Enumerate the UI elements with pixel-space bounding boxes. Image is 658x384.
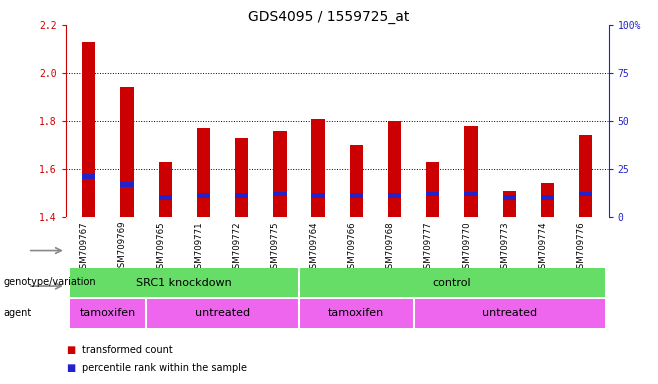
Text: untreated: untreated — [195, 308, 250, 318]
Text: GSM709765: GSM709765 — [156, 221, 165, 273]
Bar — [503, 195, 516, 200]
Text: GSM709772: GSM709772 — [233, 221, 241, 273]
Bar — [273, 192, 287, 196]
Bar — [426, 162, 440, 217]
Text: untreated: untreated — [482, 308, 537, 318]
Bar — [541, 195, 554, 200]
Text: agent: agent — [3, 308, 32, 318]
Text: GSM709766: GSM709766 — [347, 221, 357, 273]
Text: transformed count: transformed count — [82, 345, 173, 355]
Bar — [82, 174, 95, 179]
Bar — [273, 131, 287, 217]
Bar — [349, 145, 363, 217]
Bar — [465, 126, 478, 217]
Text: GSM709776: GSM709776 — [576, 221, 586, 273]
Bar — [465, 192, 478, 196]
Text: GSM709768: GSM709768 — [386, 221, 395, 273]
Bar — [235, 138, 248, 217]
Text: ■: ■ — [66, 345, 75, 355]
Text: ■: ■ — [66, 363, 75, 373]
Bar — [146, 299, 299, 328]
Text: GSM709774: GSM709774 — [538, 221, 547, 273]
Text: GSM709773: GSM709773 — [500, 221, 509, 273]
Text: tamoxifen: tamoxifen — [80, 308, 136, 318]
Text: control: control — [432, 278, 471, 288]
Bar — [70, 268, 299, 297]
Text: SRC1 knockdown: SRC1 knockdown — [136, 278, 232, 288]
Text: GSM709771: GSM709771 — [194, 221, 203, 273]
Bar — [159, 162, 172, 217]
Text: GSM709767: GSM709767 — [80, 221, 89, 273]
Text: GSM709769: GSM709769 — [118, 221, 127, 273]
Text: tamoxifen: tamoxifen — [328, 308, 384, 318]
Bar — [311, 119, 325, 217]
Text: GSM709777: GSM709777 — [424, 221, 433, 273]
Bar — [579, 136, 592, 217]
Bar — [197, 128, 210, 217]
Bar — [82, 42, 95, 217]
Text: GSM709770: GSM709770 — [462, 221, 471, 273]
Text: GSM709775: GSM709775 — [271, 221, 280, 273]
Bar — [426, 192, 440, 196]
Text: genotype/variation: genotype/variation — [3, 277, 96, 287]
Bar — [299, 299, 414, 328]
Bar — [159, 195, 172, 200]
Bar — [311, 194, 325, 198]
Bar — [579, 192, 592, 196]
Text: percentile rank within the sample: percentile rank within the sample — [82, 363, 247, 373]
Bar — [299, 268, 605, 297]
Text: GSM709764: GSM709764 — [309, 221, 318, 273]
Bar — [541, 184, 554, 217]
Bar — [197, 194, 210, 198]
Bar — [349, 194, 363, 198]
Bar — [414, 299, 605, 328]
Bar — [503, 190, 516, 217]
Bar — [388, 194, 401, 198]
Bar — [120, 88, 134, 217]
Bar — [235, 194, 248, 198]
Bar — [388, 121, 401, 217]
Bar — [70, 299, 146, 328]
Bar — [120, 182, 134, 187]
Text: GDS4095 / 1559725_at: GDS4095 / 1559725_at — [248, 10, 410, 23]
